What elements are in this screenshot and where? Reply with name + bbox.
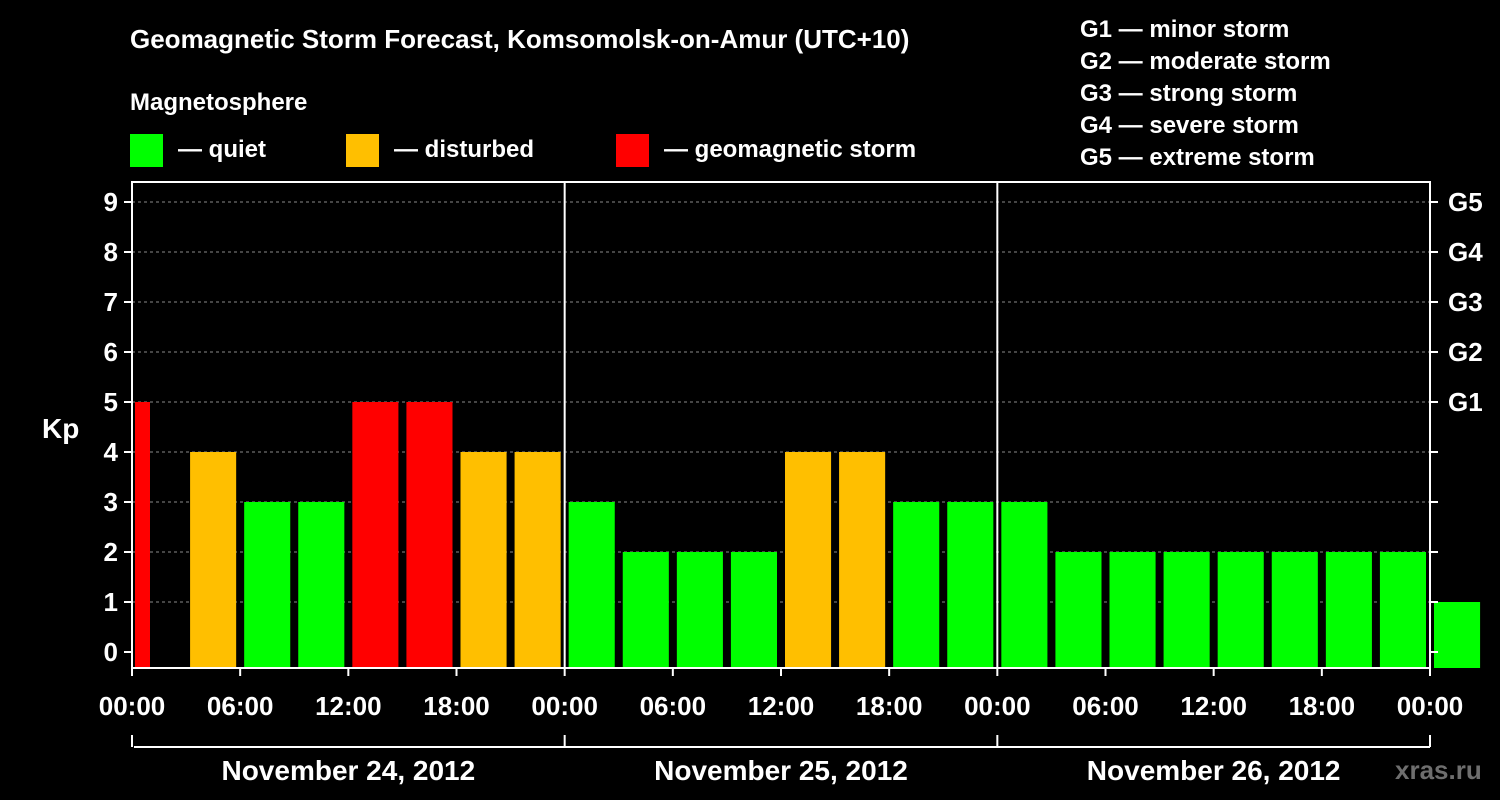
- x-tick-label-0: 00:00: [99, 691, 166, 721]
- x-tick-label-10: 12:00: [1180, 691, 1247, 721]
- y-tick-label-0: 0: [104, 637, 118, 667]
- storm-scale-g2: G2 — moderate storm: [1080, 48, 1331, 75]
- legend-label-storm: — geomagnetic storm: [664, 136, 916, 163]
- storm-level-label-g3: G3: [1448, 287, 1483, 317]
- storm-scale-legend: G1 — minor storm G2 — moderate storm G3 …: [1080, 16, 1331, 171]
- bar-2: [244, 502, 291, 668]
- legend-swatch-disturbed: [346, 134, 379, 167]
- day-label-2: November 26, 2012: [1087, 755, 1341, 786]
- x-tick-label-3: 18:00: [423, 691, 490, 721]
- y-tick-label-3: 3: [104, 487, 118, 517]
- legend-heading: Magnetosphere: [130, 89, 307, 116]
- legend-swatch-quiet: [130, 134, 163, 167]
- y-tick-label-8: 8: [104, 237, 118, 267]
- bar-16: [1001, 502, 1048, 668]
- legend-swatch-storm: [616, 134, 649, 167]
- bar-24: [1434, 602, 1481, 668]
- bar-1: [190, 452, 237, 668]
- bar-4: [352, 402, 399, 668]
- legend-label-disturbed: — disturbed: [394, 136, 534, 163]
- x-tick-labels: 00:00 06:00 12:00 18:00 00:00 06:00 12:00 18:00…: [99, 691, 1464, 721]
- axes: [124, 181, 1438, 676]
- bar-20: [1217, 552, 1264, 668]
- magnetosphere-legend: — quiet — disturbed — geomagnetic storm: [130, 134, 916, 167]
- day-brackets: November 24, 2012 November 25, 2012 Novemb…: [131, 735, 1431, 786]
- bar-13: [839, 452, 886, 668]
- bar-6: [460, 452, 507, 668]
- x-tick-label-7: 18:00: [856, 691, 923, 721]
- bar-15: [947, 502, 994, 668]
- bar-12: [785, 452, 832, 668]
- bar-21: [1271, 552, 1318, 668]
- day-label-0: November 24, 2012: [221, 755, 475, 786]
- x-tick-label-8: 00:00: [964, 691, 1031, 721]
- y-tick-label-2: 2: [104, 537, 118, 567]
- storm-level-labels: G1 G2 G3 G4 G5: [1448, 187, 1483, 417]
- bar-3: [298, 502, 345, 668]
- bar-8: [568, 502, 615, 668]
- x-tick-label-6: 12:00: [748, 691, 815, 721]
- y-tick-label-9: 9: [104, 187, 118, 217]
- bar-11: [730, 552, 777, 668]
- storm-level-label-g4: G4: [1448, 237, 1483, 267]
- y-tick-label-6: 6: [104, 337, 118, 367]
- bar-5: [406, 402, 453, 668]
- y-tick-label-1: 1: [104, 587, 118, 617]
- y-tick-label-5: 5: [104, 387, 118, 417]
- storm-level-label-g5: G5: [1448, 187, 1483, 217]
- watermark: xras.ru: [1395, 755, 1482, 785]
- storm-scale-g1: G1 — minor storm: [1080, 16, 1289, 43]
- x-tick-label-2: 12:00: [315, 691, 382, 721]
- bar-18: [1109, 552, 1156, 668]
- bars: [135, 402, 1481, 668]
- y-tick-label-7: 7: [104, 287, 118, 317]
- x-tick-label-1: 06:00: [207, 691, 274, 721]
- storm-level-label-g2: G2: [1448, 337, 1483, 367]
- bar-14: [893, 502, 940, 668]
- bar-7: [514, 452, 561, 668]
- bar-10: [676, 552, 723, 668]
- y-axis-label: Kp: [42, 413, 79, 444]
- x-tick-label-4: 00:00: [531, 691, 598, 721]
- bar-17: [1055, 552, 1102, 668]
- bar-23: [1379, 552, 1426, 668]
- x-tick-label-12: 00:00: [1397, 691, 1464, 721]
- chart-title: Geomagnetic Storm Forecast, Komsomolsk-o…: [130, 24, 909, 54]
- bar-19: [1163, 552, 1210, 668]
- storm-scale-g5: G5 — extreme storm: [1080, 144, 1315, 171]
- bar-9: [622, 552, 669, 668]
- storm-level-label-g1: G1: [1448, 387, 1483, 417]
- day-label-1: November 25, 2012: [654, 755, 908, 786]
- y-tick-label-4: 4: [104, 437, 119, 467]
- bar-22: [1325, 552, 1372, 668]
- storm-scale-g3: G3 — strong storm: [1080, 80, 1297, 107]
- legend-label-quiet: — quiet: [178, 136, 266, 163]
- grid-lines: [132, 201, 1430, 603]
- x-tick-label-5: 06:00: [640, 691, 707, 721]
- y-tick-labels: 0 1 2 3 4 5 6 7 8 9: [104, 187, 119, 667]
- x-tick-label-11: 18:00: [1289, 691, 1356, 721]
- storm-scale-g4: G4 — severe storm: [1080, 112, 1299, 139]
- x-tick-label-9: 06:00: [1072, 691, 1139, 721]
- bar-0: [135, 402, 150, 668]
